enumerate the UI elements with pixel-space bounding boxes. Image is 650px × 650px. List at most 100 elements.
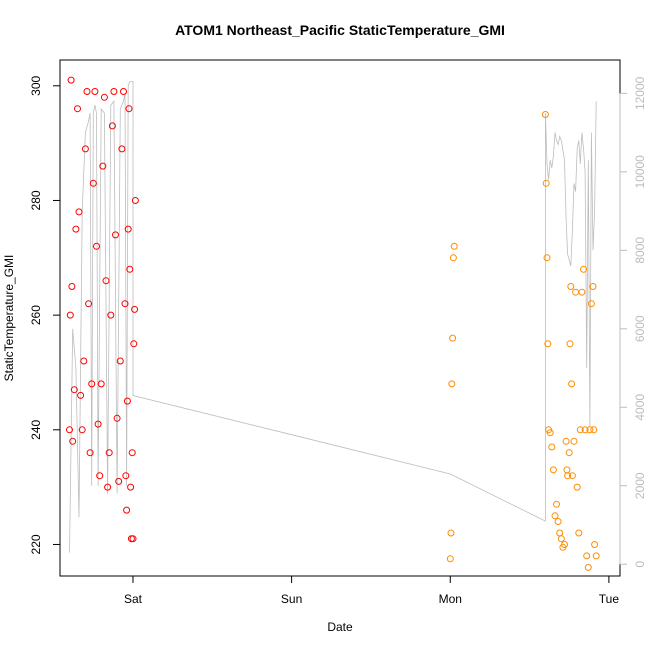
y2-tick-label: 6000 <box>633 315 647 342</box>
data-point-series-2 <box>581 426 589 434</box>
data-point-series-1 <box>115 477 123 485</box>
data-point-series-2 <box>562 437 570 445</box>
data-point-series-1 <box>89 179 97 187</box>
data-point-series-2 <box>446 555 454 563</box>
data-point-series-2 <box>573 483 581 491</box>
data-point-series-2 <box>447 529 455 537</box>
data-point-series-1 <box>123 506 131 514</box>
data-point-series-1 <box>110 88 118 95</box>
data-point-series-2 <box>576 426 584 434</box>
data-point-series-1 <box>83 88 91 95</box>
data-point-series-1 <box>105 449 113 457</box>
data-point-series-1 <box>85 300 93 308</box>
data-point-series-2 <box>556 529 564 537</box>
y2-tick-label: 10000 <box>633 155 647 189</box>
data-point-series-1 <box>125 105 133 113</box>
data-point-series-2 <box>565 449 573 457</box>
data-point-series-2 <box>592 552 600 560</box>
data-point-series-2 <box>586 426 594 434</box>
data-point-series-2 <box>578 288 586 296</box>
data-point-series-1 <box>74 105 81 113</box>
data-point-series-1 <box>69 437 77 445</box>
x-tick-label: Tue <box>599 592 620 606</box>
data-point-series-2 <box>567 283 575 290</box>
data-point-series-1 <box>100 93 108 101</box>
data-point-series-2 <box>553 500 560 508</box>
data-point-series-1 <box>116 357 124 365</box>
data-point-series-1 <box>78 426 86 434</box>
y2-tick-label: 2000 <box>633 472 647 499</box>
data-point-series-2 <box>568 472 576 480</box>
data-point-series-2 <box>449 254 457 262</box>
data-point-series-2 <box>591 541 599 548</box>
data-point-series-2 <box>575 529 583 537</box>
data-point-series-1 <box>67 76 75 84</box>
data-point-series-2 <box>564 472 572 480</box>
data-point-series-1 <box>104 483 112 491</box>
plot-frame <box>59 59 621 577</box>
data-point-series-2 <box>551 512 559 520</box>
data-point-series-1 <box>77 391 85 399</box>
data-point-series-2 <box>548 443 556 451</box>
data-point-series-1 <box>124 225 132 233</box>
data-point-series-1 <box>126 265 134 273</box>
x-axis: Sat Sun Mon Tue <box>124 575 620 606</box>
data-point-series-1 <box>131 305 139 313</box>
y-tick-label: 280 <box>29 190 43 210</box>
data-point-series-1 <box>94 420 102 428</box>
data-point-series-1 <box>96 472 104 480</box>
data-point-series-1 <box>99 162 107 170</box>
data-point-series-2 <box>568 380 576 388</box>
data-point-series-1 <box>72 225 80 233</box>
y-tick-label: 300 <box>29 75 43 95</box>
data-point-series-2 <box>448 380 456 388</box>
data-point-series-2 <box>546 429 554 437</box>
data-point-series-2 <box>554 518 562 525</box>
data-point-series-1 <box>120 88 127 95</box>
data-point-series-1 <box>81 145 89 153</box>
data-point-series-2 <box>563 466 571 474</box>
data-point-series-2 <box>587 300 595 308</box>
data-point-series-1 <box>97 380 105 388</box>
data-point-series-2 <box>584 563 592 571</box>
data-point-series-1 <box>102 277 110 285</box>
data-point-series-2 <box>590 426 598 434</box>
data-point-series-1 <box>127 483 135 491</box>
data-point-series-1 <box>70 386 78 394</box>
data-point-series-2 <box>543 254 551 262</box>
data-point-series-1 <box>91 88 99 95</box>
data-point-series-1 <box>128 449 136 457</box>
y2-tick-label: 8000 <box>633 237 647 264</box>
data-point-series-2 <box>572 288 580 296</box>
data-point-series-1 <box>131 197 139 204</box>
data-point-series-1 <box>129 535 137 543</box>
data-point-series-2 <box>561 541 568 548</box>
data-point-series-2 <box>557 535 565 543</box>
data-point-series-1 <box>107 311 115 319</box>
data-point-series-2 <box>449 334 457 342</box>
data-point-series-1 <box>121 300 129 308</box>
data-point-series-1 <box>66 426 73 434</box>
data-point-series-1 <box>122 472 130 480</box>
x-tick-label: Sun <box>281 592 302 606</box>
data-point-series-1 <box>93 242 100 250</box>
data-point-series-2 <box>566 340 574 348</box>
data-point-series-1 <box>108 122 116 130</box>
y2-tick-label: 12000 <box>633 76 647 110</box>
secondary-line-layer <box>69 81 597 553</box>
y-axis-label: StaticTemperature_GMI <box>2 255 16 382</box>
data-point-series-1 <box>68 283 76 290</box>
data-point-series-2 <box>589 283 597 290</box>
data-point-series-1 <box>66 311 74 319</box>
data-point-series-2 <box>580 265 587 273</box>
data-point-series-1 <box>123 397 131 405</box>
data-point-series-2 <box>570 437 578 445</box>
y-tick-label: 220 <box>29 534 43 554</box>
data-point-series-2 <box>549 466 557 474</box>
data-point-series-2 <box>583 552 591 560</box>
x-tick-label: Sat <box>124 592 143 606</box>
y-tick-label: 240 <box>29 419 43 439</box>
points-layer <box>66 76 600 571</box>
y2-tick-label: 4000 <box>633 394 647 421</box>
